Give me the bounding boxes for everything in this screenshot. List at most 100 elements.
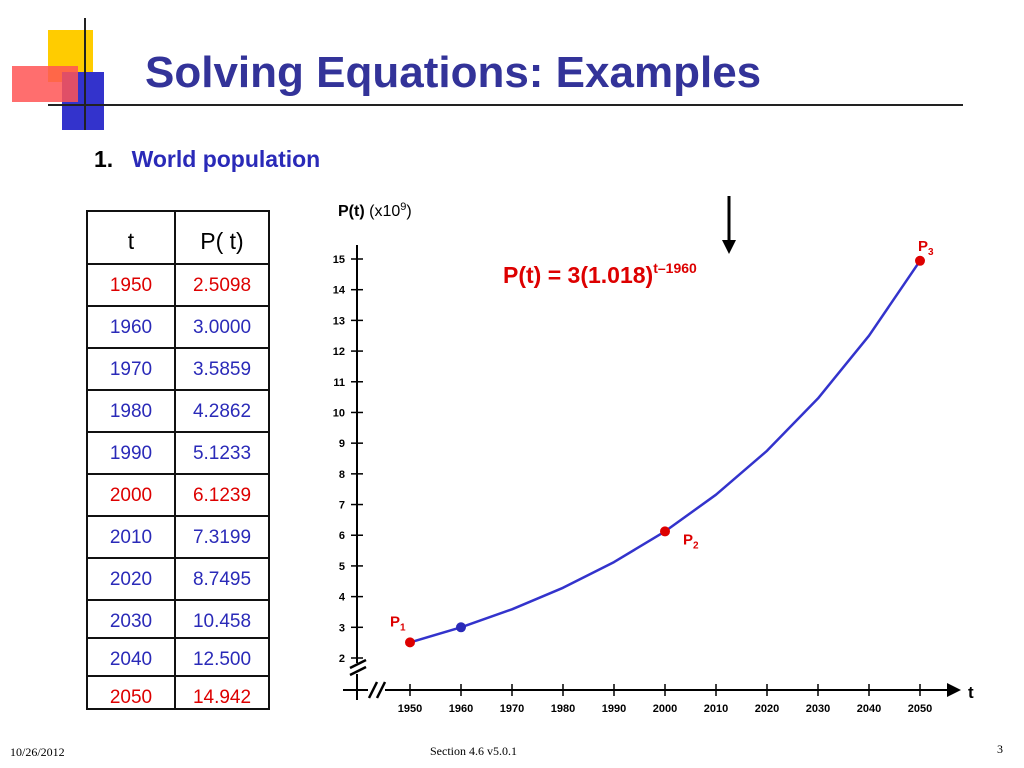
- table-row-divider: [88, 389, 268, 391]
- table-row-divider: [88, 473, 268, 475]
- y-tick-label: 14: [333, 285, 346, 297]
- y-tick-label: 8: [339, 469, 345, 481]
- x-tick-label: 1950: [398, 703, 422, 715]
- table-cell-year: 2010: [109, 527, 153, 548]
- point-label-subscript: 2: [693, 540, 699, 551]
- footer-date: 10/26/2012: [10, 745, 65, 759]
- data-point-marker: [405, 637, 415, 648]
- table-column-divider: [174, 212, 176, 708]
- y-tick-label: 15: [333, 254, 345, 266]
- y-tick-label: 2: [339, 653, 345, 665]
- table-cell-year: 1970: [109, 359, 153, 380]
- y-tick-label: 11: [333, 377, 345, 389]
- table-header-t: t: [127, 227, 135, 254]
- x-tick-label: 2020: [755, 703, 779, 715]
- formula-main: P(t) = 3(1.018): [503, 262, 653, 288]
- point-label-letter: P: [683, 531, 693, 548]
- table-cell-year: 2000: [109, 485, 153, 506]
- subtitle: 1. World population: [94, 146, 320, 173]
- table-cell-population: 3.0000: [192, 317, 252, 338]
- x-tick-label: 1990: [602, 703, 626, 715]
- table-row: 2030 10.458: [88, 603, 268, 641]
- y-axis-break-mark: [349, 658, 367, 670]
- point-label-subscript: 1: [400, 622, 406, 633]
- y-axis-title: P(t) (x109): [338, 201, 412, 220]
- table-cell-population: 2.5098: [192, 275, 252, 296]
- table-row-divider: [88, 515, 268, 517]
- table-row: 1980 4.2862: [88, 393, 268, 431]
- y-axis-title-close: ): [406, 203, 411, 220]
- x-tick-label: 1970: [500, 703, 524, 715]
- table-row: 2040 12.500: [88, 641, 268, 679]
- x-tick-label: 2010: [704, 703, 728, 715]
- table-row: 1950 2.5098: [88, 267, 268, 305]
- footer-section: Section 4.6 v5.0.1: [430, 744, 517, 758]
- table-cell-population: 5.1233: [192, 443, 252, 464]
- table-row-divider: [88, 263, 268, 265]
- table-cell-year: 2020: [109, 569, 153, 590]
- y-tick-label: 3: [339, 622, 345, 634]
- table-cell-year: 2050: [109, 687, 153, 708]
- population-table: t P( t) 1950 2.5098 1960 3.0000 1970 3.5859 19…: [86, 210, 270, 710]
- x-tick-label: 1960: [449, 703, 473, 715]
- table-cell-year: 1960: [109, 317, 153, 338]
- table-cell-population: 6.1239: [192, 485, 252, 506]
- formula: P(t) = 3(1.018)t–1960: [503, 260, 697, 288]
- x-axis-title: t: [968, 683, 974, 702]
- table-row-divider: [88, 431, 268, 433]
- y-axis-title-exp: 9: [400, 201, 406, 213]
- table-header-p: P( t): [200, 227, 244, 254]
- y-tick-label: 13: [333, 315, 345, 327]
- x-tick-label: 2000: [653, 703, 677, 715]
- table-cell-year: 1990: [109, 443, 153, 464]
- subtitle-number: 1.: [94, 146, 114, 172]
- table-cell-year: 2030: [109, 611, 153, 632]
- table-cell-population: 14.942: [192, 687, 252, 708]
- table-cell-population: 4.2862: [192, 401, 252, 422]
- table-row-divider: [88, 599, 268, 601]
- point-label-subscript: 3: [928, 247, 934, 258]
- y-tick-label: 9: [339, 438, 345, 450]
- y-axis-title-unit: (x10: [369, 203, 400, 220]
- data-point-marker: [915, 255, 925, 266]
- data-point-marker: [456, 622, 466, 633]
- pointer-arrow-head: [722, 240, 736, 254]
- subtitle-label: World population: [131, 146, 321, 172]
- table-cell-population: 12.500: [192, 649, 252, 670]
- x-tick-label: 1980: [551, 703, 575, 715]
- table-row: 1970 3.5859: [88, 351, 268, 389]
- table-header-row: t P( t): [88, 222, 268, 260]
- table-row: 1960 3.0000: [88, 309, 268, 347]
- y-axis-title-main: P(t): [338, 203, 365, 220]
- table-row-divider: [88, 637, 268, 639]
- point-label-letter: P: [390, 613, 400, 630]
- x-axis-arrowhead: [947, 683, 961, 697]
- slide-title: Solving Equations: Examples: [145, 48, 762, 97]
- formula-exponent: t–1960: [653, 260, 697, 276]
- table-cell-population: 3.5859: [192, 359, 252, 380]
- table-cell-population: 8.7495: [192, 569, 252, 590]
- title-underline: [48, 104, 963, 106]
- population-curve: [409, 260, 922, 644]
- x-tick-label: 2040: [857, 703, 881, 715]
- y-axis-break-mark: [349, 665, 367, 677]
- decorative-logo: [12, 18, 132, 130]
- table-cell-year: 2040: [109, 649, 153, 670]
- x-tick-label: 2050: [908, 703, 932, 715]
- table-row-divider: [88, 347, 268, 349]
- y-tick-label: 7: [339, 500, 345, 512]
- y-tick-label: 4: [339, 592, 346, 604]
- table-cell-year: 1980: [109, 401, 153, 422]
- y-tick-label: 5: [339, 561, 345, 573]
- data-point-label: P2: [683, 531, 699, 551]
- data-point-marker: [660, 526, 670, 537]
- y-tick-label: 12: [333, 346, 345, 358]
- table-row: 1990 5.1233: [88, 435, 268, 473]
- table-row: 2050 14.942: [88, 679, 268, 717]
- data-point-label: P1: [390, 613, 406, 633]
- table-row-divider: [88, 557, 268, 559]
- point-label-letter: P: [918, 238, 928, 255]
- table-row-divider: [88, 675, 268, 677]
- x-axis-break-mark: [375, 681, 387, 699]
